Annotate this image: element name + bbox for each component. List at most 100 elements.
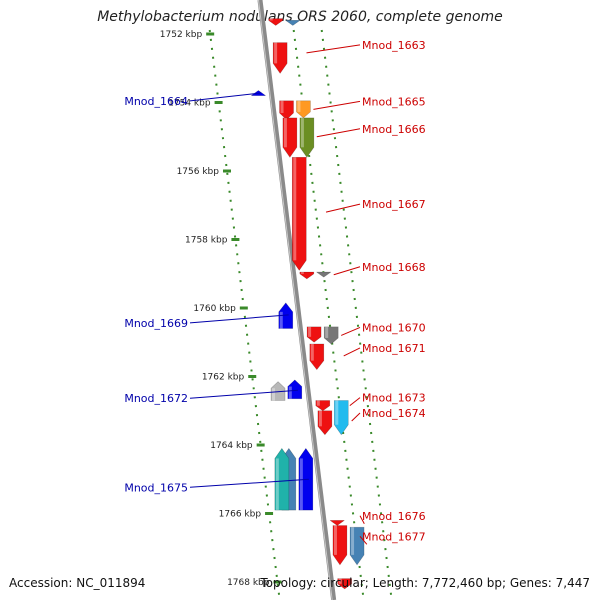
gene-shine [308, 326, 312, 337]
gene-feature [315, 400, 331, 412]
gene-label-leader [189, 314, 289, 324]
gene-shine [351, 527, 355, 555]
gene-label: Mnod_1671 [362, 342, 426, 355]
gene-arrow [285, 19, 301, 26]
feature-track [251, 18, 365, 590]
gene-label-group: Mnod_1674 [351, 407, 426, 422]
gene-label: Mnod_1670 [362, 321, 426, 334]
gene-feature [270, 381, 286, 401]
gene-label-group: Mnod_1677 [359, 530, 426, 545]
gene-arrow [333, 400, 349, 436]
gene-shine [288, 386, 292, 399]
gene-feature [287, 379, 303, 400]
gene-arrow [315, 400, 331, 412]
gene-label-leader [189, 478, 309, 488]
gene-feature [332, 525, 348, 566]
gene-arrow [268, 18, 284, 26]
gene-shine [269, 18, 273, 21]
backbone-line [257, 0, 337, 600]
gene-arrow [332, 525, 348, 566]
gene-label: Mnod_1668 [362, 261, 426, 274]
gene-arrow [272, 42, 288, 74]
gene-feature [268, 18, 284, 26]
gene-label-leader [340, 326, 361, 336]
tick-label: 1754 kbp [168, 99, 211, 109]
gene-label: Mnod_1672 [124, 392, 188, 405]
gene-label-leader [359, 515, 365, 525]
topology-text: Topology: circular; Length: 7,772,460 bp… [260, 576, 590, 590]
gene-label-leader [306, 44, 361, 54]
gene-shine [293, 157, 297, 261]
gene-label: Mnod_1673 [362, 392, 426, 405]
gene-label: Mnod_1665 [362, 95, 426, 108]
gene-label: Mnod_1674 [362, 407, 426, 420]
gene-shine [274, 42, 278, 64]
gene-feature [316, 271, 332, 278]
tick-label: 1768 kbp [227, 578, 270, 588]
gene-arrow [291, 157, 307, 271]
gene-feature [323, 326, 339, 345]
gene-label-group: Mnod_1666 [316, 123, 426, 138]
scale-ticks: 1752 kbp 1754 kbp 1756 kbp 1758 kbp 1760 kbp… [160, 30, 282, 588]
gene-label-group: Mnod_1672 [124, 389, 298, 405]
gene-label-leader [343, 347, 361, 357]
gene-shine [310, 343, 314, 361]
gene-feature [291, 157, 307, 271]
tick-label: 1758 kbp [185, 236, 228, 246]
gene-shine [275, 458, 279, 511]
gene-shine [297, 100, 301, 112]
gene-shine [338, 578, 342, 584]
gene-feature [278, 302, 294, 329]
gene-shine [318, 410, 322, 427]
gene-label-leader [351, 412, 361, 422]
gene-label-leader [349, 397, 361, 407]
gene-label: Mnod_1664 [124, 95, 188, 108]
gene-label-leader [313, 100, 361, 110]
gene-feature [329, 520, 345, 526]
gene-label-group: Mnod_1664 [124, 92, 262, 108]
gene-feature [272, 42, 288, 74]
gene-arrow [309, 343, 325, 371]
gene-label: Mnod_1663 [362, 39, 426, 52]
gene-feature [317, 410, 333, 436]
genome-title: Methylobacterium nodulans ORS 2060, comp… [97, 9, 503, 25]
gene-arrow [278, 302, 294, 329]
gene-arrow [323, 326, 339, 345]
gene-label: Mnod_1677 [362, 530, 426, 543]
gene-feature [282, 117, 298, 158]
gene-arrow [270, 381, 286, 401]
gene-label: Mnod_1675 [124, 481, 188, 494]
gene-shine [300, 117, 304, 148]
gene-label-group: Mnod_1665 [313, 95, 426, 110]
tick-label: 1764 kbp [210, 441, 253, 451]
gene-arrow [329, 520, 345, 526]
gene-label-leader [359, 536, 368, 545]
gene-label: Mnod_1669 [124, 317, 188, 330]
gene-feature [274, 447, 290, 511]
backbone-highlight [258, 0, 333, 600]
gene-shine [335, 400, 339, 425]
gene-feature [296, 100, 311, 119]
gene-feature [337, 578, 352, 590]
tick-label: 1760 kbp [193, 304, 236, 314]
tick-label: 1756 kbp [177, 167, 220, 177]
gene-label-group: Mnod_1675 [124, 478, 309, 494]
gene-arrow [299, 117, 315, 158]
gene-label-leader [333, 266, 361, 276]
gene-shine [283, 117, 287, 148]
gene-arrow [316, 271, 332, 278]
gene-arrow [317, 410, 333, 436]
gene-label-leader [316, 128, 361, 138]
gene-label-group: Mnod_1669 [124, 314, 289, 330]
tick-label: 1766 kbp [219, 510, 262, 520]
gene-label-group: Mnod_1668 [333, 261, 426, 276]
gene-label-group: Mnod_1676 [359, 510, 426, 525]
gene-shine [280, 100, 284, 114]
gene-feature [309, 343, 325, 371]
gene-feature [279, 100, 294, 121]
gene-shine [272, 388, 276, 401]
gene-label-leader [325, 203, 361, 213]
gene-arrow [306, 326, 322, 343]
